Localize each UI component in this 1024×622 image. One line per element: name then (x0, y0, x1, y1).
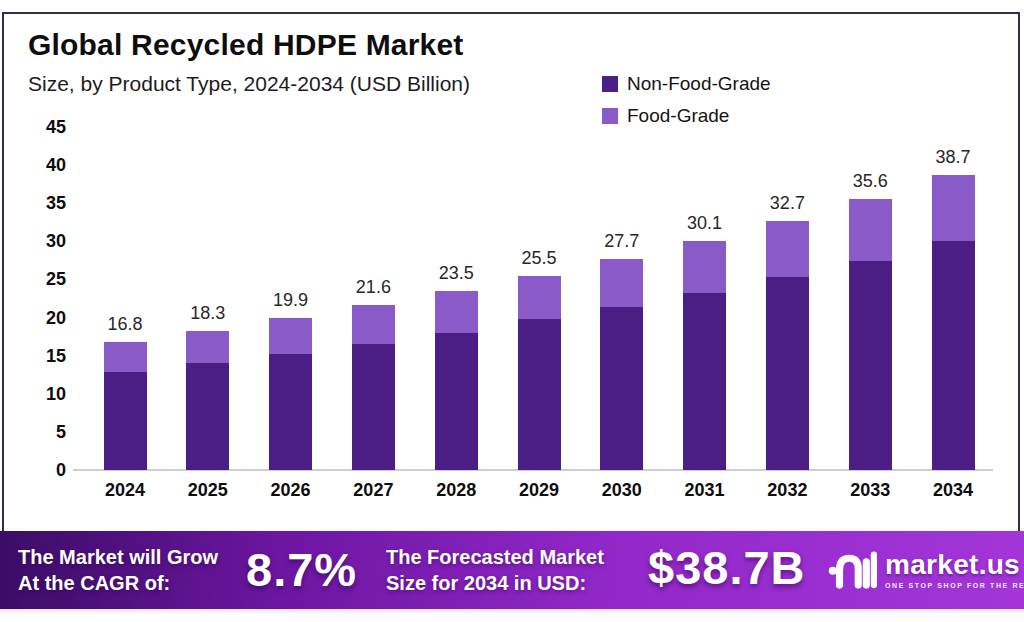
y-tick-label: 10 (18, 383, 66, 405)
x-tick-label-2025: 2025 (168, 480, 248, 501)
bar-total-label-2028: 23.5 (421, 263, 491, 284)
bar-segment-food-grade-2029 (518, 276, 561, 319)
x-tick-label-2031: 2031 (665, 480, 745, 501)
bar-chart-plot-area: 05101520253035404516.8202418.3202519.920… (0, 0, 1024, 622)
bar-segment-non-food-grade-2026 (269, 354, 312, 470)
brand-name: market.us (885, 550, 1024, 580)
y-tick-label: 20 (18, 307, 66, 329)
x-tick-label-2026: 2026 (251, 480, 331, 501)
x-tick-label-2028: 2028 (416, 480, 496, 501)
x-tick-label-2024: 2024 (85, 480, 165, 501)
marketus-logo: market.us ONE STOP SHOP FOR THE REPORTS (827, 544, 1024, 594)
x-tick-label-2029: 2029 (499, 480, 579, 501)
y-tick-label: 5 (18, 421, 66, 443)
x-tick-label-2032: 2032 (747, 480, 827, 501)
forecast-label-line1: The Forecasted Market (386, 544, 604, 570)
bar-total-label-2026: 19.9 (256, 290, 326, 311)
bar-segment-non-food-grade-2031 (683, 293, 726, 470)
bar-total-label-2031: 30.1 (670, 213, 740, 234)
bar-total-label-2032: 32.7 (752, 193, 822, 214)
bar-segment-food-grade-2027 (352, 305, 395, 344)
bar-total-label-2024: 16.8 (90, 314, 160, 335)
bar-total-label-2029: 25.5 (504, 248, 574, 269)
bar-segment-food-grade-2028 (435, 291, 478, 333)
bar-segment-non-food-grade-2033 (849, 261, 892, 470)
bar-segment-food-grade-2025 (186, 331, 229, 364)
bar-segment-non-food-grade-2028 (435, 333, 478, 470)
bar-segment-food-grade-2031 (683, 241, 726, 294)
cagr-label-line2: At the CAGR of: (18, 570, 218, 596)
bar-segment-food-grade-2030 (600, 259, 643, 307)
bar-segment-non-food-grade-2029 (518, 319, 561, 470)
y-tick-label: 30 (18, 230, 66, 252)
bar-segment-food-grade-2032 (766, 221, 809, 277)
forecast-label: The Forecasted Market Size for 2034 in U… (386, 544, 604, 596)
bar-segment-non-food-grade-2034 (932, 241, 975, 470)
bar-total-label-2033: 35.6 (835, 171, 905, 192)
y-tick-label: 35 (18, 192, 66, 214)
marketus-logo-text: market.us ONE STOP SHOP FOR THE REPORTS (885, 550, 1024, 589)
forecast-value: $38.7B (648, 532, 806, 604)
bar-total-label-2027: 21.6 (338, 277, 408, 298)
bar-segment-food-grade-2034 (932, 175, 975, 241)
cagr-label-line1: The Market will Grow (18, 544, 218, 570)
bar-segment-food-grade-2024 (104, 342, 147, 372)
y-tick-label: 0 (18, 459, 66, 481)
x-tick-label-2033: 2033 (830, 480, 910, 501)
y-tick-label: 25 (18, 268, 66, 290)
bar-segment-non-food-grade-2032 (766, 277, 809, 470)
bar-total-label-2025: 18.3 (173, 303, 243, 324)
bar-segment-non-food-grade-2027 (352, 344, 395, 470)
bar-segment-non-food-grade-2024 (104, 372, 147, 470)
y-tick-label: 40 (18, 154, 66, 176)
x-tick-label-2027: 2027 (333, 480, 413, 501)
bar-total-label-2034: 38.7 (918, 147, 988, 168)
bottom-strip (0, 609, 1024, 622)
cagr-value: 8.7% (246, 534, 357, 606)
bar-segment-non-food-grade-2025 (186, 363, 229, 470)
bar-total-label-2030: 27.7 (587, 231, 657, 252)
x-tick-label-2034: 2034 (913, 480, 993, 501)
brand-tagline: ONE STOP SHOP FOR THE REPORTS (885, 582, 1024, 589)
y-tick-label: 15 (18, 345, 66, 367)
cagr-label: The Market will Grow At the CAGR of: (18, 544, 218, 596)
bar-segment-non-food-grade-2030 (600, 307, 643, 470)
bar-segment-food-grade-2033 (849, 199, 892, 262)
marketus-logo-icon (827, 544, 877, 594)
footer-banner: The Market will Grow At the CAGR of: 8.7… (0, 531, 1024, 609)
x-tick-label-2030: 2030 (582, 480, 662, 501)
bar-segment-food-grade-2026 (269, 318, 312, 354)
infographic-root: Global Recycled HDPE Market Size, by Pro… (0, 0, 1024, 622)
y-tick-label: 45 (18, 116, 66, 138)
forecast-label-line2: Size for 2034 in USD: (386, 570, 604, 596)
